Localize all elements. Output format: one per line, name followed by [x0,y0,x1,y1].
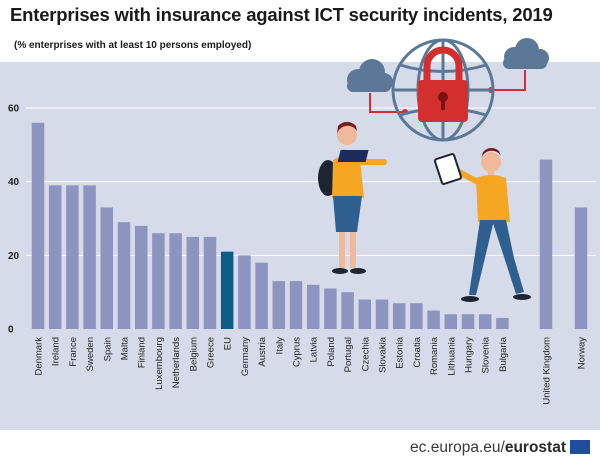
x-tick-label: Finland [137,337,148,368]
man-with-tablet-icon [433,148,531,302]
bar [100,207,114,329]
bar [203,236,217,329]
source-link[interactable]: ec.europa.eu/eurostat [410,439,566,457]
x-axis-tick-labels: Denmark Ireland France Sweden Spain Malta Finl… [34,336,588,404]
cloud-icon [347,59,393,92]
bar [169,233,182,329]
bar [117,222,131,329]
x-tick-label: Cyprus [292,337,303,367]
bar [306,284,320,329]
bar [358,299,372,329]
x-tick-label: Estonia [395,336,406,368]
source-prefix: ec.europa.eu/ [410,439,505,456]
plot-background [0,62,600,430]
cloud-icon [503,38,549,69]
bar [375,299,389,329]
y-tick-label: 0 [8,325,14,336]
x-tick-label: Ireland [51,337,62,366]
bar [272,281,286,329]
woman-with-laptop-icon [318,121,387,274]
x-tick-label: Italy [274,337,285,355]
x-tick-label: Latvia [309,336,320,362]
x-tick-label: Lithuania [446,336,457,375]
x-tick-label: United Kingdom [542,337,553,405]
bar [478,314,492,329]
y-tick-label: 20 [8,251,20,262]
x-tick-label: Sweden [85,337,96,371]
x-tick-label: Portugal [343,337,354,372]
bar [186,236,200,329]
bar [392,303,406,329]
bar [427,310,440,329]
bar [341,292,354,329]
x-tick-label: Croatia [412,336,423,367]
bar [444,314,458,329]
bar [461,314,475,329]
chart-subtitle: (% enterprises with at least 10 persons … [14,40,252,51]
bar [289,281,303,329]
bar [66,185,79,329]
illustration [318,38,549,302]
bar [496,317,509,329]
bar [255,262,268,329]
x-tick-label: Hungary [464,337,475,373]
eu-flag-icon [570,440,590,454]
x-tick-label: Luxembourg [154,337,165,390]
x-tick-label: Belgium [188,337,199,371]
x-tick-label: Greece [206,337,217,368]
bar [134,225,148,329]
x-tick-label: Austria [257,336,268,366]
x-tick-label: Bulgaria [498,336,509,372]
x-tick-label: Malta [120,336,131,360]
x-tick-label: Norway [577,337,588,369]
bar [48,185,62,329]
bar [220,251,234,329]
bar-chart: 0 20 40 60 Denmark Ireland France Sweden Spain M… [0,38,600,430]
bar [324,288,337,329]
bar [574,207,588,329]
connector-line [369,93,403,113]
bar [152,233,165,329]
bar [539,159,553,329]
x-tick-label: Romania [429,336,440,375]
y-tick-label: 40 [8,177,20,188]
x-tick-label: Netherlands [171,337,182,388]
chart-title: Enterprises with insurance against ICT s… [10,4,553,25]
x-tick-label: Spain [102,337,113,361]
x-tick-label: Poland [326,337,337,367]
x-tick-label: EU [223,337,234,350]
padlock-icon [418,46,468,122]
x-tick-label: Slovakia [378,336,389,373]
x-tick-label: Slovenia [481,336,492,373]
x-tick-label: Denmark [34,337,45,376]
x-tick-label: Czechia [360,336,371,371]
y-axis-tick-labels: 0 20 40 60 [8,104,20,336]
bars [31,122,588,329]
bar [31,122,45,329]
bar [238,255,251,329]
connector-line [493,70,526,91]
source-brand: eurostat [504,439,566,456]
bar [83,185,96,329]
x-tick-label: France [68,337,79,367]
bar [410,303,423,329]
x-tick-label: Germany [240,337,251,376]
y-tick-label: 60 [8,104,20,115]
